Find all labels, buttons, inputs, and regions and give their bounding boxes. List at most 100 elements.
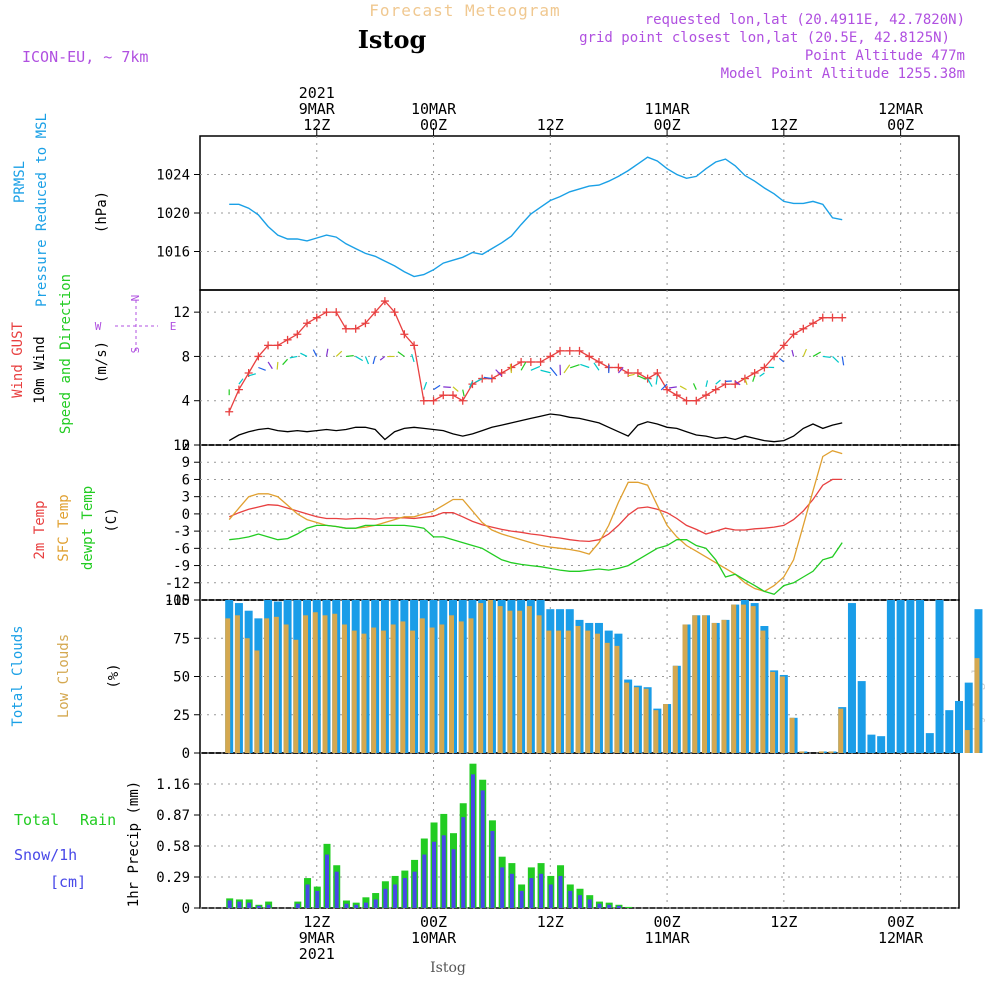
wind-direction-arrow <box>530 365 541 371</box>
low-clouds-bar <box>303 615 309 753</box>
total-clouds-bar <box>955 700 963 753</box>
gust-marker <box>663 385 672 394</box>
gridpoint-coords: grid point closest lon,lat (20.5E, 42.81… <box>579 30 950 46</box>
wind-direction-arrow <box>423 381 428 390</box>
time-label-top: 12Z <box>303 116 330 134</box>
snow-bar <box>315 890 320 908</box>
low-clouds-bar <box>556 630 562 753</box>
wind-direction-arrow <box>248 373 256 377</box>
gust-marker <box>322 308 331 317</box>
snow-bar <box>354 904 359 908</box>
compass-north: N <box>129 295 142 302</box>
wind-direction-arrow <box>705 380 709 388</box>
low-clouds-bar <box>468 618 474 753</box>
compass-west: W <box>95 320 102 333</box>
gust-marker <box>361 319 370 328</box>
time-label-bottom: 9MAR <box>299 929 336 947</box>
time-label-bottom: 10MAR <box>411 929 457 947</box>
snow-bar <box>461 817 466 908</box>
y-tick-label: 0 <box>182 746 190 762</box>
gust-marker <box>410 341 419 350</box>
wind-direction-arrow <box>628 373 635 377</box>
gust-marker <box>341 324 350 333</box>
wind-label: 10m Wind <box>32 336 48 403</box>
y-tick-label: -12 <box>165 576 190 592</box>
low-clouds-bar <box>371 627 377 753</box>
y-tick-label: -3 <box>173 524 190 540</box>
low-clouds-bar <box>380 630 386 753</box>
gust-marker <box>731 380 740 389</box>
gust-marker <box>371 308 380 317</box>
y-tick-label: 0 <box>182 438 190 454</box>
snow-bar <box>383 888 388 908</box>
low-clouds-bar <box>507 610 513 753</box>
low-clouds-bar <box>390 624 396 753</box>
time-label-top: 2021 <box>299 84 335 102</box>
wind-direction-arrow <box>289 355 298 359</box>
prmsl-label: PRMSL <box>12 161 28 203</box>
time-label-top: 12Z <box>770 116 797 134</box>
clouds-unit: (%) <box>106 663 122 688</box>
y-tick-label: 1016 <box>156 245 190 261</box>
low-clouds-bar <box>449 615 454 753</box>
low-clouds-bar <box>721 619 727 753</box>
snow-bar <box>237 901 242 908</box>
wind-direction-arrow <box>509 364 512 374</box>
wind-direction-arrow <box>759 372 765 377</box>
low-clouds-bar <box>458 621 464 753</box>
wind-direction-arrow <box>734 380 741 386</box>
model-altitude: Model Point Altitude 1255.38m <box>721 66 965 82</box>
wind-direction-arrow <box>462 389 465 397</box>
low-clouds-bar <box>779 676 785 753</box>
wind-direction-arrow <box>379 355 386 361</box>
gust-label: Wind GUST <box>10 322 26 398</box>
gust-marker <box>702 391 710 400</box>
low-clouds-bar <box>818 751 824 753</box>
y-tick-label: 12 <box>173 438 190 454</box>
wind-direction-arrow <box>802 348 807 357</box>
wind-direction-arrow <box>520 361 527 371</box>
snow-bar <box>490 831 495 908</box>
total-clouds-bar <box>857 681 866 753</box>
snow-bar <box>539 873 544 908</box>
low-clouds-bar <box>692 615 698 753</box>
low-clouds-bar <box>293 639 299 753</box>
snow-bar <box>441 835 446 908</box>
y-tick-label: 1020 <box>156 206 190 222</box>
y-tick-label: 4 <box>182 394 190 410</box>
wind-direction-arrow <box>397 351 405 357</box>
low-clouds-bar <box>361 633 367 753</box>
footer-location: Istog <box>430 960 466 976</box>
gust-marker <box>429 396 438 405</box>
snow-bar <box>607 904 612 908</box>
gust-marker <box>633 369 642 378</box>
rain-bar <box>625 906 633 908</box>
low-clouds-bar <box>740 604 746 753</box>
wind-direction-arrow <box>778 357 785 363</box>
compass-rose: N S W E <box>95 295 176 354</box>
gust-marker <box>799 324 808 333</box>
gust-marker <box>254 352 263 361</box>
rain-label: Rain <box>80 811 116 829</box>
snow-bar <box>305 884 310 908</box>
wind-unit: (m/s) <box>94 341 110 383</box>
snow-bar <box>402 878 407 908</box>
low-clouds-bar <box>283 624 289 753</box>
wind-direction-arrow <box>668 386 677 389</box>
total-clouds-bar <box>916 600 925 753</box>
gust-marker <box>672 391 681 400</box>
wind-line <box>228 413 843 443</box>
total-label: Total <box>14 811 59 829</box>
wind-direction-arrow <box>637 375 646 380</box>
panel-frame-precip <box>199 752 960 909</box>
time-label-bottom: 12Z <box>537 913 564 931</box>
snow-bar <box>432 841 437 908</box>
gust-marker <box>711 385 720 394</box>
low-clouds-bar <box>546 630 552 753</box>
gust-marker <box>264 341 273 350</box>
y-tick-label: 12 <box>173 305 190 321</box>
time-label-top: 10MAR <box>411 100 457 118</box>
gust-marker <box>234 385 243 394</box>
y-tick-label: 9 <box>182 455 190 471</box>
low-clouds-bar <box>974 658 980 753</box>
